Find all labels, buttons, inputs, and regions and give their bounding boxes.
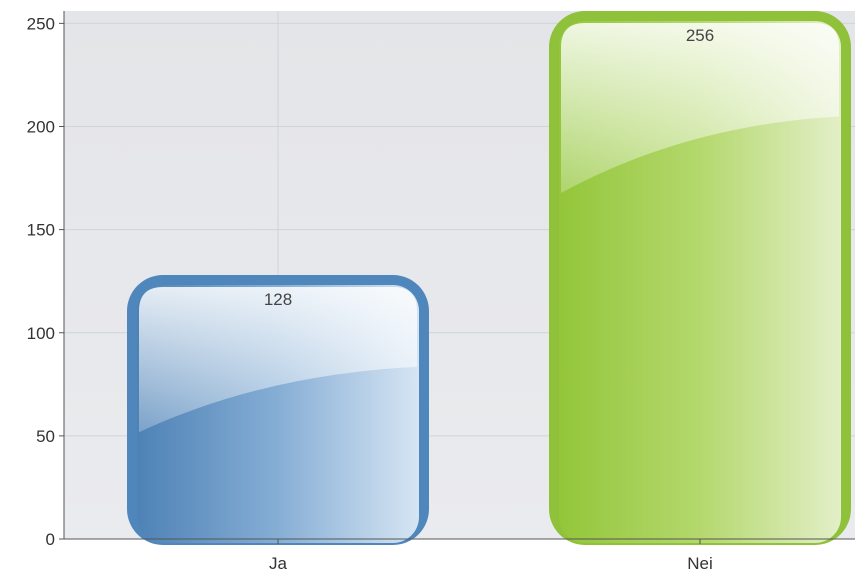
- y-tick-label: 50: [36, 427, 55, 446]
- y-tick-label: 0: [46, 530, 55, 549]
- x-axis-ticks: Ja Nei: [269, 539, 713, 573]
- bar-ja: 128: [127, 275, 429, 545]
- y-tick-label: 100: [27, 324, 55, 343]
- y-axis-ticks: 0 50 100 150 200 250: [27, 14, 64, 549]
- bar-nei: 256: [549, 11, 851, 545]
- y-tick-label: 150: [27, 221, 55, 240]
- bars-group: 128 256: [127, 11, 851, 545]
- bar-gloss: [139, 287, 417, 433]
- data-label: 128: [264, 290, 292, 309]
- y-tick-label: 250: [27, 14, 55, 33]
- x-tick-label: Ja: [269, 554, 288, 573]
- y-tick-label: 200: [27, 118, 55, 137]
- bar-gloss: [561, 23, 839, 193]
- data-label: 256: [686, 26, 714, 45]
- x-tick-label: Nei: [687, 554, 713, 573]
